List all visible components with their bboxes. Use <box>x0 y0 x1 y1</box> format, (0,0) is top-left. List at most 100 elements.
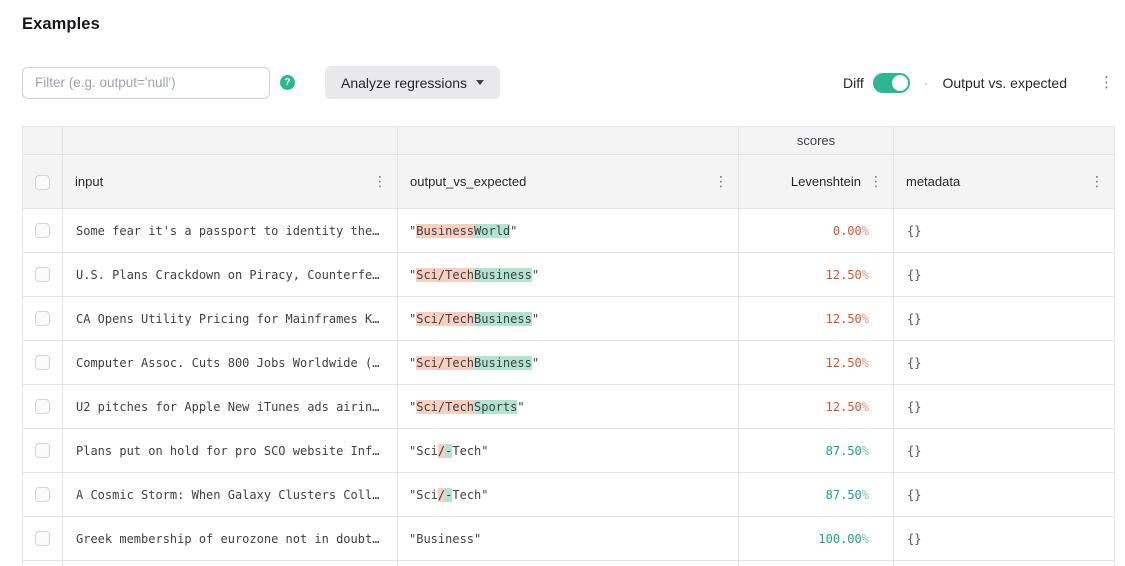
group-header-empty <box>397 126 739 155</box>
chevron-down-icon <box>476 80 485 85</box>
metadata-cell[interactable]: {} <box>893 296 1115 341</box>
toolbar-right: Diff · Output vs. expected ⋮ <box>843 72 1114 93</box>
output-vs-expected-cell[interactable]: "Sci/TechBusiness" <box>397 296 739 341</box>
levenshtein-score-cell[interactable]: 12.50% <box>738 340 894 385</box>
toggle-knob <box>891 74 908 91</box>
output-vs-expected-cell[interactable]: "Sci/TechSports" <box>397 384 739 429</box>
metadata-cell[interactable]: {} <box>893 208 1115 253</box>
metadata-cell[interactable]: {} <box>893 252 1115 297</box>
row-checkbox[interactable] <box>35 487 50 503</box>
score-value: 12.50 <box>825 355 862 370</box>
column-menu-kebab-icon[interactable]: ⋮ <box>869 173 883 190</box>
output-vs-expected-cell[interactable]: "Sci/-Tech" <box>397 472 739 517</box>
toolbar: ? Analyze regressions Diff · Output vs. … <box>22 66 1114 99</box>
filter-input[interactable] <box>22 66 270 99</box>
output-vs-expected-cell[interactable]: "BusinessWorld" <box>397 208 739 253</box>
row-checkbox[interactable] <box>35 355 50 371</box>
score-value: 0.00 <box>832 223 862 238</box>
column-header-output-vs-expected[interactable]: output_vs_expected ⋮ <box>397 154 739 209</box>
input-cell[interactable]: CA Opens Utility Pricing for Mainframes … <box>62 296 398 341</box>
help-icon[interactable]: ? <box>280 75 295 90</box>
row-checkbox[interactable] <box>35 267 50 283</box>
table-body: Some fear it's a passport to identity th… <box>22 208 1115 566</box>
column-menu-kebab-icon[interactable]: ⋮ <box>373 173 387 190</box>
metadata-cell[interactable]: {} <box>893 428 1115 473</box>
row-checkbox[interactable] <box>35 399 50 415</box>
diff-toggle[interactable] <box>872 72 910 93</box>
input-cell[interactable]: Computer Assoc. Cuts 800 Jobs Worldwide … <box>62 340 398 385</box>
column-menu-kebab-icon[interactable]: ⋮ <box>1090 173 1104 190</box>
input-cell[interactable]: Greek membership of eurozone not in doub… <box>62 516 398 561</box>
table-options-kebab-icon[interactable]: ⋮ <box>1099 73 1114 91</box>
levenshtein-score-cell[interactable]: 0.00% <box>738 208 894 253</box>
column-header-levenshtein[interactable]: Levenshtein ⋮ <box>738 154 894 209</box>
diff-plain-text: " <box>409 355 417 370</box>
input-cell[interactable]: U2 pitches for Apple New iTunes ads airi… <box>62 384 398 429</box>
score-percent-sign: % <box>861 267 869 282</box>
diff-deleted-text: Sci/Tech <box>416 355 475 370</box>
diff-label: Diff <box>843 74 864 91</box>
table-row[interactable]: A Cosmic Storm: When Galaxy Clusters Col… <box>22 472 1115 517</box>
comparison-mode-label: Output vs. expected <box>942 74 1067 91</box>
table-row[interactable]: Computer Assoc. Cuts 800 Jobs Worldwide … <box>22 340 1115 385</box>
table-row[interactable]: U.S. Plans Crackdown on Piracy, Counterf… <box>22 252 1115 297</box>
page-title: Examples <box>22 15 100 33</box>
output-vs-expected-cell[interactable]: "Sci/-Tech" <box>397 428 739 473</box>
diff-inserted-text: Sports <box>474 399 518 414</box>
input-cell[interactable]: Plans put on hold for pro SCO website In… <box>62 428 398 473</box>
diff-plain-text: " <box>517 399 525 414</box>
levenshtein-score-cell[interactable]: 100.00% <box>738 516 894 561</box>
empty-cell <box>893 560 1115 566</box>
column-header-metadata[interactable]: metadata ⋮ <box>893 154 1115 209</box>
levenshtein-score-cell[interactable]: 12.50% <box>738 296 894 341</box>
input-cell[interactable]: A Cosmic Storm: When Galaxy Clusters Col… <box>62 472 398 517</box>
column-header-input[interactable]: input ⋮ <box>62 154 398 209</box>
diff-deleted-text: / <box>437 443 446 458</box>
column-label: Levenshtein <box>790 174 861 189</box>
row-checkbox[interactable] <box>35 443 50 459</box>
table-row[interactable]: CA Opens Utility Pricing for Mainframes … <box>22 296 1115 341</box>
output-vs-expected-cell[interactable]: "Business" <box>397 516 739 561</box>
row-checkbox[interactable] <box>35 531 50 547</box>
output-vs-expected-cell[interactable]: "Sci/TechBusiness" <box>397 252 739 297</box>
row-checkbox-cell <box>22 384 63 429</box>
input-cell[interactable]: Some fear it's a passport to identity th… <box>62 208 398 253</box>
table-row[interactable]: Greek membership of eurozone not in doub… <box>22 516 1115 561</box>
levenshtein-score-cell[interactable]: 12.50% <box>738 252 894 297</box>
output-vs-expected-cell[interactable]: "Sci/TechBusiness" <box>397 340 739 385</box>
diff-plain-text: " <box>409 267 417 282</box>
group-header-scores: scores <box>738 126 894 155</box>
group-header-empty <box>893 126 1115 155</box>
metadata-cell[interactable]: {} <box>893 340 1115 385</box>
table-row[interactable]: U2 pitches for Apple New iTunes ads airi… <box>22 384 1115 429</box>
score-percent-sign: % <box>861 531 869 546</box>
table-row[interactable]: Plans put on hold for pro SCO website In… <box>22 428 1115 473</box>
row-checkbox[interactable] <box>35 311 50 327</box>
metadata-cell[interactable]: {} <box>893 516 1115 561</box>
diff-inserted-text: - <box>445 487 453 502</box>
row-checkbox-cell <box>22 340 63 385</box>
diff-deleted-text: Sci/Tech <box>416 267 475 282</box>
table-row[interactable]: Some fear it's a passport to identity th… <box>22 208 1115 253</box>
examples-table: scores input ⋮ output_vs_expected ⋮ <box>22 126 1115 566</box>
levenshtein-score-cell[interactable]: 87.50% <box>738 428 894 473</box>
diff-plain-text: Tech" <box>452 443 489 458</box>
score-percent-sign: % <box>861 443 869 458</box>
metadata-cell[interactable]: {} <box>893 472 1115 517</box>
score-percent-sign: % <box>861 487 869 502</box>
diff-plain-text: " <box>409 399 417 414</box>
diff-plain-text: "Sci <box>409 443 438 458</box>
row-checkbox[interactable] <box>35 223 50 239</box>
diff-inserted-text: Business <box>474 311 532 326</box>
score-value: 87.50 <box>825 443 862 458</box>
diff-plain-text: " <box>409 311 417 326</box>
levenshtein-score-cell[interactable]: 87.50% <box>738 472 894 517</box>
select-all-checkbox[interactable] <box>35 174 50 190</box>
diff-plain-text: " <box>531 355 540 370</box>
column-menu-kebab-icon[interactable]: ⋮ <box>714 173 728 190</box>
levenshtein-score-cell[interactable]: 12.50% <box>738 384 894 429</box>
row-checkbox-cell <box>22 516 63 561</box>
input-cell[interactable]: U.S. Plans Crackdown on Piracy, Counterf… <box>62 252 398 297</box>
metadata-cell[interactable]: {} <box>893 384 1115 429</box>
analyze-regressions-button[interactable]: Analyze regressions <box>325 66 501 99</box>
